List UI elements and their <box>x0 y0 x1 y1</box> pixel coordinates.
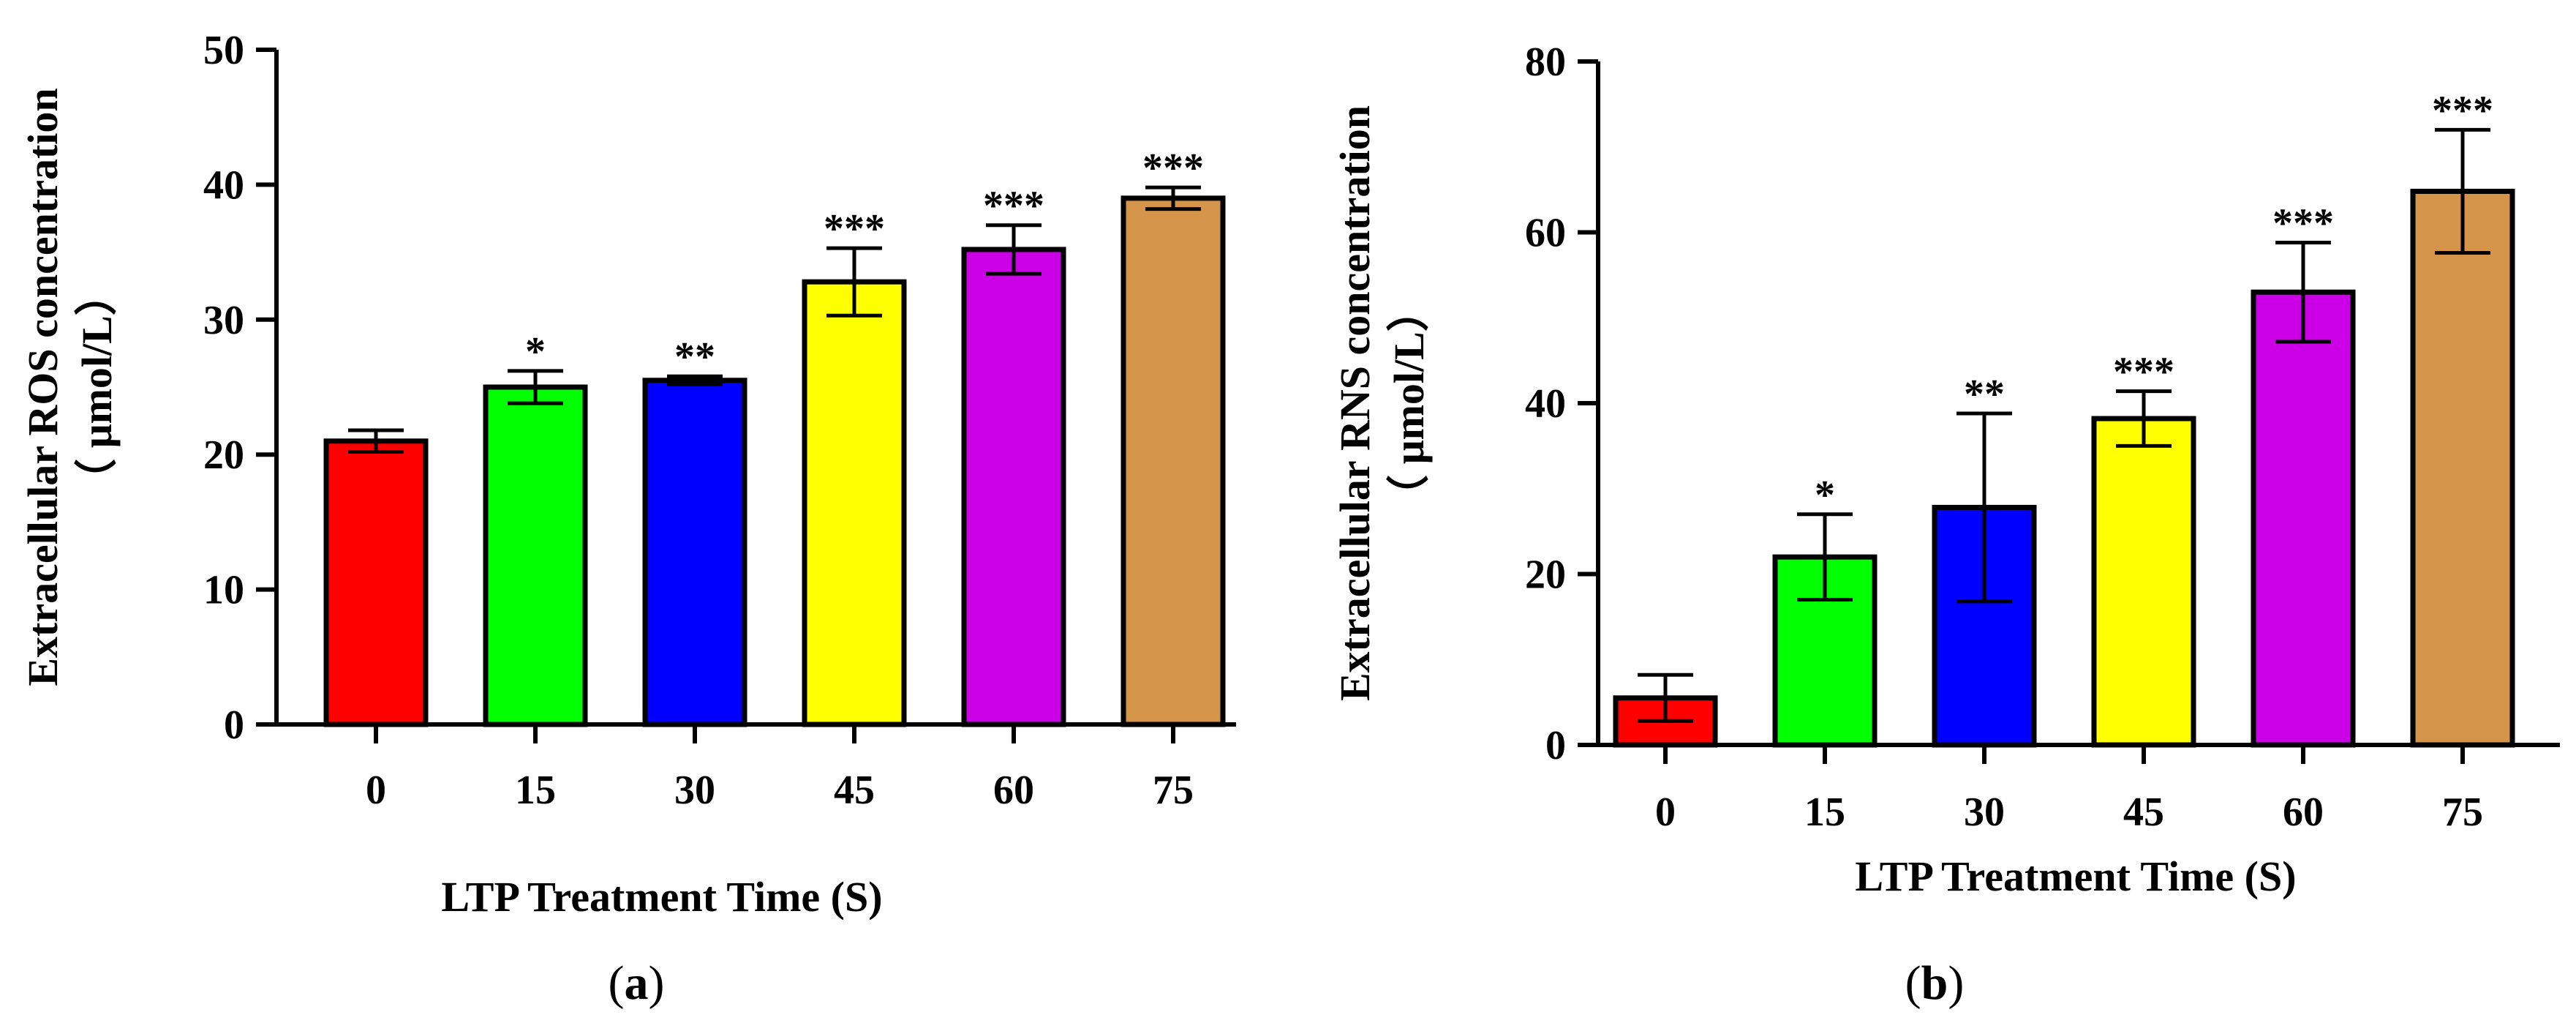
error-bar-60 <box>2275 241 2331 344</box>
x-tick-label: 60 <box>2283 790 2324 835</box>
x-axis-title: LTP Treatment Time (S) <box>441 873 882 921</box>
y-tick-label: 0 <box>1545 723 1566 768</box>
significance-label: * <box>1815 473 1835 518</box>
y-tick-label: 60 <box>1525 211 1566 256</box>
y-tick-label: 40 <box>1525 381 1566 427</box>
y-tick-label: 10 <box>203 568 244 613</box>
x-tick-label: 30 <box>1964 790 2005 835</box>
x-tick-label: 15 <box>515 768 556 813</box>
y-tick-label: 20 <box>1525 552 1566 598</box>
y-tick-label: 40 <box>203 162 244 208</box>
panel-label: (a) <box>609 956 665 1010</box>
bar-30 <box>1932 504 2037 748</box>
error-bar-75 <box>1145 185 1201 211</box>
y-axis-title: Extracellular ROS concentration <box>19 88 67 686</box>
bar-0 <box>323 438 429 727</box>
significance-label: * <box>525 329 546 375</box>
error-bar-30 <box>1957 411 2012 604</box>
error-bar-15 <box>508 369 563 405</box>
error-bar-45 <box>2116 389 2172 448</box>
y-tick-label: 80 <box>1525 40 1566 85</box>
y-tick-label: 30 <box>203 298 244 343</box>
bar-60 <box>961 247 1066 727</box>
error-bar-15 <box>1797 512 1853 602</box>
y-axis-title: Extracellular RNS concentration <box>1331 105 1379 701</box>
y-axis-unit: （ μmol/L） <box>1385 289 1433 517</box>
x-tick-label: 0 <box>1655 790 1676 835</box>
bar-75 <box>1121 195 1226 727</box>
y-tick-label: 50 <box>203 28 244 73</box>
x-tick-label: 30 <box>674 768 715 813</box>
y-tick-label: 0 <box>224 702 244 748</box>
error-bar-30 <box>667 374 723 386</box>
panel-label: (b) <box>1905 956 1965 1010</box>
x-tick-label: 0 <box>366 768 386 813</box>
significance-label: *** <box>2432 88 2493 133</box>
bar-60 <box>2251 289 2356 748</box>
error-bar-75 <box>2435 127 2490 255</box>
x-tick-label: 75 <box>1153 768 1194 813</box>
error-bar-0 <box>348 428 404 454</box>
x-tick-label: 45 <box>2123 790 2164 835</box>
bar-30 <box>642 378 747 727</box>
significance-label: *** <box>2272 201 2334 247</box>
significance-label: ** <box>1964 372 2005 417</box>
x-axis-title: LTP Treatment Time (S) <box>1855 852 2296 900</box>
y-tick-label: 20 <box>203 432 244 478</box>
significance-label: *** <box>1142 146 1204 191</box>
error-bar-60 <box>986 223 1042 276</box>
x-tick-label: 75 <box>2442 790 2483 835</box>
significance-label: *** <box>983 184 1044 229</box>
bar-45 <box>2091 416 2196 748</box>
x-tick-label: 45 <box>834 768 875 813</box>
error-bar-0 <box>1638 672 1693 723</box>
panel-a: 0 10 20 30 40 50 0 * 15 ** 30 *** 45 *** 60 *** 75 Extrac… <box>19 28 1236 1010</box>
significance-label: *** <box>824 206 885 252</box>
panel-b: 0 20 40 60 80 0 * 15 ** 30 *** 45 *** 60 *** 75 Extracel… <box>1331 40 2560 1010</box>
error-bar-45 <box>826 246 882 318</box>
significance-label: ** <box>674 334 715 380</box>
y-axis-unit: （ μmol/L） <box>73 273 121 501</box>
significance-label: *** <box>2113 350 2174 395</box>
bar-45 <box>802 279 907 727</box>
bar-75 <box>2410 188 2515 748</box>
x-tick-label: 60 <box>993 768 1034 813</box>
x-tick-label: 15 <box>1804 790 1845 835</box>
bar-15 <box>483 384 588 727</box>
